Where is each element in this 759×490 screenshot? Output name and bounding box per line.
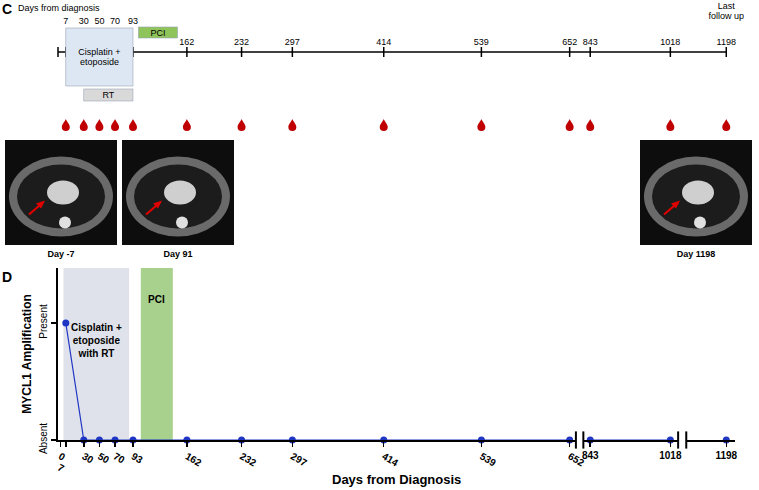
svg-text:162: 162 [183, 451, 203, 469]
svg-text:Days from diagnosis: Days from diagnosis [18, 3, 100, 13]
svg-text:414: 414 [380, 451, 400, 469]
svg-text:Day 91: Day 91 [163, 249, 192, 259]
svg-text:Cisplatin +etoposidewith RT: Cisplatin +etoposidewith RT [71, 322, 122, 359]
svg-text:539: 539 [474, 37, 489, 47]
svg-text:30: 30 [79, 16, 89, 26]
svg-text:162: 162 [179, 37, 194, 47]
svg-text:Present: Present [38, 304, 49, 339]
svg-text:RT: RT [102, 90, 114, 100]
svg-text:Day 1198: Day 1198 [677, 249, 716, 259]
svg-text:843: 843 [582, 450, 599, 461]
svg-text:50: 50 [94, 16, 104, 26]
svg-text:297: 297 [285, 37, 300, 47]
svg-text:Cisplatin +: Cisplatin + [78, 47, 120, 57]
svg-text:297: 297 [289, 451, 309, 469]
svg-text:7: 7 [56, 462, 67, 475]
svg-text:MYCL1 Amplification: MYCL1 Amplification [20, 294, 34, 414]
svg-text:etoposide: etoposide [80, 57, 119, 67]
svg-text:PCI: PCI [148, 294, 165, 305]
svg-text:C: C [2, 1, 12, 17]
svg-text:Last: Last [718, 1, 736, 11]
svg-text:50: 50 [96, 451, 112, 466]
svg-text:93: 93 [128, 16, 138, 26]
svg-text:70: 70 [112, 451, 128, 466]
svg-text:1018: 1018 [660, 37, 680, 47]
svg-text:Day -7: Day -7 [47, 249, 74, 259]
svg-text:Absent: Absent [38, 423, 49, 454]
svg-text:93: 93 [129, 451, 145, 466]
svg-text:D: D [2, 269, 12, 285]
svg-text:7: 7 [63, 16, 68, 26]
svg-text:232: 232 [234, 37, 249, 47]
svg-text:652: 652 [562, 37, 577, 47]
svg-text:539: 539 [478, 451, 498, 469]
svg-text:232: 232 [238, 451, 258, 469]
svg-text:1198: 1198 [715, 450, 737, 461]
svg-text:652: 652 [566, 451, 586, 469]
svg-text:PCI: PCI [150, 28, 165, 38]
svg-text:follow up: follow up [709, 11, 745, 21]
svg-text:843: 843 [583, 37, 598, 47]
svg-text:1018: 1018 [659, 450, 682, 461]
svg-text:70: 70 [110, 16, 120, 26]
svg-text:Days from Diagnosis: Days from Diagnosis [332, 472, 461, 487]
svg-text:1198: 1198 [717, 37, 736, 47]
svg-text:414: 414 [376, 37, 391, 47]
svg-text:0: 0 [57, 451, 68, 464]
svg-text:30: 30 [80, 451, 96, 466]
